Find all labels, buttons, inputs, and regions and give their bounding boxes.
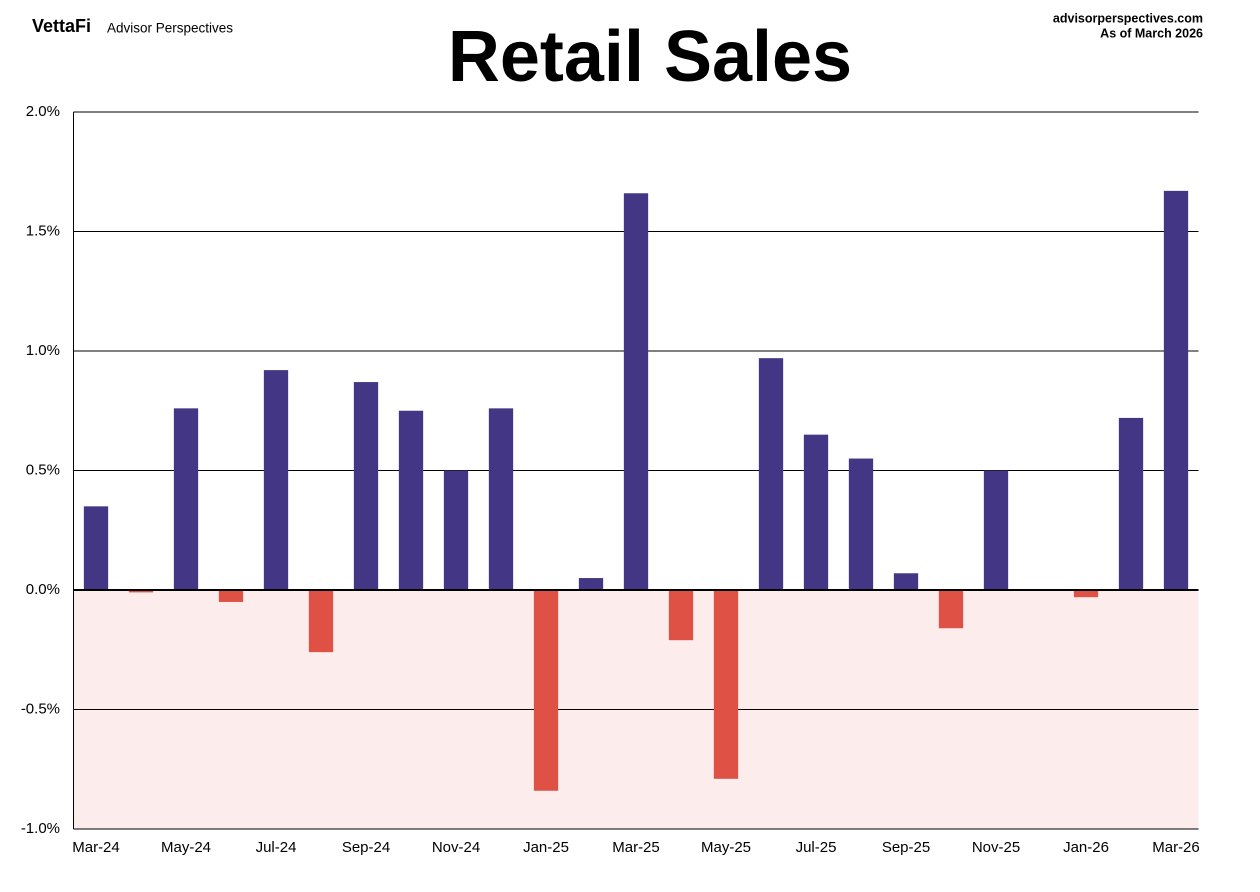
bar xyxy=(1073,590,1099,598)
bar xyxy=(128,590,154,593)
x-tick-label: Jan-25 xyxy=(523,839,569,856)
y-tick-label: -0.5% xyxy=(21,700,60,717)
bar xyxy=(218,590,244,602)
bar xyxy=(308,590,334,653)
bar xyxy=(1163,190,1189,590)
bar xyxy=(398,410,424,590)
brand: VettaFi xyxy=(32,16,91,36)
x-tick-label: Jul-24 xyxy=(256,839,297,856)
x-tick-label: Nov-25 xyxy=(972,839,1020,856)
bar xyxy=(83,506,109,590)
bar xyxy=(173,408,199,590)
x-tick-label: Sep-24 xyxy=(342,839,390,856)
bar xyxy=(353,382,379,590)
bar xyxy=(848,458,874,590)
bar xyxy=(533,590,559,791)
bar xyxy=(893,573,919,590)
bar xyxy=(623,193,649,590)
x-tick-label: Nov-24 xyxy=(432,839,480,856)
bar xyxy=(263,370,289,590)
x-tick-label: Jul-25 xyxy=(796,839,837,856)
y-tick-label: 0.0% xyxy=(26,581,60,598)
y-tick-label: 1.0% xyxy=(26,342,60,359)
x-tick-label: Sep-25 xyxy=(882,839,930,856)
x-tick-label: Mar-25 xyxy=(612,839,660,856)
bar xyxy=(938,590,964,629)
y-tick-label: 0.5% xyxy=(26,461,60,478)
bar xyxy=(668,590,694,641)
chart-title: Retail Sales xyxy=(448,17,852,97)
bar xyxy=(443,470,469,590)
x-tick-label: Jan-26 xyxy=(1063,839,1109,856)
y-tick-label: 1.5% xyxy=(26,222,60,239)
bar xyxy=(713,590,739,779)
x-tick-label: Mar-26 xyxy=(1152,839,1200,856)
bar xyxy=(488,408,514,590)
bar xyxy=(1118,417,1144,590)
x-tick-label: May-24 xyxy=(161,839,211,856)
y-tick-label: -1.0% xyxy=(21,820,60,837)
brand-sub: Advisor Perspectives xyxy=(107,21,233,36)
y-tick-label: 2.0% xyxy=(26,103,60,120)
x-tick-label: May-25 xyxy=(701,839,751,856)
bar xyxy=(578,578,604,590)
bar xyxy=(758,358,784,590)
x-tick-label: Mar-24 xyxy=(72,839,120,856)
bar xyxy=(803,434,829,590)
as-of: As of March 2026 xyxy=(1100,26,1203,40)
bar xyxy=(983,470,1009,590)
source: advisorperspectives.com xyxy=(1053,11,1203,25)
